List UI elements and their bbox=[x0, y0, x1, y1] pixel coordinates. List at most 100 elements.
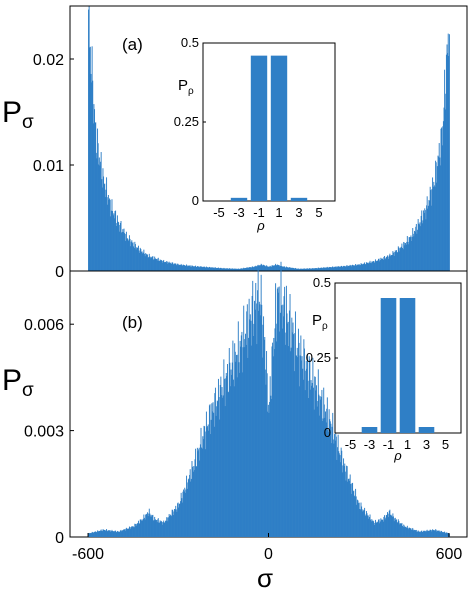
panel-a-inset-frame bbox=[202, 42, 336, 202]
inset-y-tick-label: 0.25 bbox=[174, 114, 199, 129]
histogram-bar bbox=[261, 357, 263, 537]
histogram-bar bbox=[92, 80, 94, 271]
histogram-bar bbox=[371, 261, 373, 271]
histogram-bar bbox=[403, 525, 405, 537]
histogram-bar bbox=[370, 519, 372, 537]
histogram-bar bbox=[394, 252, 396, 271]
histogram-bar bbox=[135, 525, 137, 537]
histogram-bar bbox=[277, 264, 279, 271]
histogram-bar bbox=[150, 516, 151, 537]
histogram-bar bbox=[239, 340, 241, 537]
histogram-bar bbox=[239, 372, 240, 537]
histogram-bar bbox=[181, 265, 183, 271]
histogram-bar bbox=[256, 266, 258, 271]
histogram-bar bbox=[344, 266, 346, 271]
histogram-bar bbox=[305, 268, 307, 271]
histogram-bar bbox=[205, 411, 207, 537]
histogram-bar bbox=[326, 266, 328, 271]
histogram-bar bbox=[268, 412, 270, 537]
histogram-bar bbox=[106, 197, 108, 271]
histogram-bar bbox=[303, 268, 305, 271]
histogram-bar bbox=[218, 268, 220, 271]
histogram-bar bbox=[403, 241, 405, 271]
histogram-bar bbox=[212, 402, 214, 537]
histogram-bar bbox=[447, 533, 449, 537]
histogram-bar bbox=[230, 369, 232, 537]
histogram-bar bbox=[448, 55, 450, 272]
histogram-bar bbox=[219, 268, 221, 271]
histogram-bar bbox=[260, 315, 262, 537]
histogram-bar bbox=[94, 122, 96, 271]
histogram-bar bbox=[308, 398, 310, 537]
histogram-bar bbox=[206, 427, 208, 537]
histogram-bar bbox=[320, 267, 322, 271]
histogram-bar bbox=[102, 529, 104, 537]
histogram-bar bbox=[310, 380, 312, 537]
histogram-bar bbox=[297, 268, 299, 271]
histogram-bar bbox=[103, 530, 105, 537]
histogram-bar bbox=[267, 266, 269, 271]
histogram-bar bbox=[214, 267, 216, 271]
histogram-bar bbox=[409, 237, 411, 271]
histogram-bar bbox=[192, 265, 194, 271]
histogram-bar bbox=[170, 263, 172, 271]
histogram-bar bbox=[121, 531, 123, 537]
histogram-bar bbox=[380, 518, 382, 537]
histogram-bar bbox=[251, 266, 253, 271]
histogram-bar bbox=[99, 165, 101, 271]
histogram-bar bbox=[207, 267, 209, 271]
histogram-bar bbox=[337, 266, 339, 271]
histogram-bar bbox=[93, 532, 95, 537]
histogram-bar bbox=[217, 401, 219, 537]
histogram-bar bbox=[362, 264, 364, 271]
histogram-bar bbox=[178, 503, 180, 537]
histogram-bar bbox=[219, 384, 221, 537]
histogram-bar bbox=[313, 409, 315, 537]
histogram-bar bbox=[169, 514, 171, 537]
histogram-bar bbox=[237, 354, 239, 537]
histogram-bar bbox=[368, 263, 370, 271]
histogram-bar bbox=[277, 287, 279, 537]
histogram-bar bbox=[311, 268, 313, 271]
histogram-bar bbox=[271, 265, 273, 271]
histogram-bar bbox=[362, 511, 364, 537]
histogram-bar bbox=[400, 523, 402, 537]
histogram-bar bbox=[183, 264, 185, 271]
histogram-bar bbox=[117, 221, 119, 271]
histogram-bar bbox=[416, 531, 418, 537]
histogram-bar bbox=[276, 265, 278, 271]
histogram-bar bbox=[429, 186, 431, 271]
histogram-bar bbox=[252, 336, 254, 537]
histogram-bar bbox=[138, 523, 140, 537]
histogram-bar bbox=[223, 267, 225, 271]
histogram-bar bbox=[296, 268, 298, 271]
histogram-bar bbox=[362, 509, 364, 537]
histogram-bar bbox=[198, 449, 200, 537]
histogram-bar bbox=[123, 228, 125, 271]
histogram-bar bbox=[89, 46, 91, 272]
histogram-bar bbox=[204, 426, 206, 537]
histogram-bar bbox=[169, 515, 171, 537]
histogram-bar bbox=[210, 267, 212, 271]
histogram-bar bbox=[231, 374, 233, 537]
histogram-bar bbox=[290, 268, 292, 271]
histogram-bar bbox=[189, 265, 191, 271]
histogram-bar bbox=[364, 262, 366, 271]
histogram-bar bbox=[146, 513, 148, 537]
histogram-bar bbox=[289, 294, 291, 537]
histogram-bar bbox=[287, 267, 289, 271]
histogram-bar bbox=[333, 443, 335, 537]
histogram-bar bbox=[184, 492, 186, 537]
histogram-bar bbox=[89, 533, 91, 537]
histogram-bar bbox=[103, 184, 105, 271]
histogram-bar bbox=[130, 529, 132, 537]
histogram-bar bbox=[103, 176, 105, 271]
histogram-bar bbox=[270, 399, 272, 537]
histogram-bar bbox=[139, 252, 141, 271]
histogram-bar bbox=[154, 519, 156, 537]
histogram-bar bbox=[432, 530, 434, 537]
histogram-bar bbox=[312, 357, 314, 537]
histogram-bar bbox=[119, 532, 121, 537]
histogram-bar bbox=[388, 258, 390, 271]
histogram-bar bbox=[200, 266, 202, 271]
